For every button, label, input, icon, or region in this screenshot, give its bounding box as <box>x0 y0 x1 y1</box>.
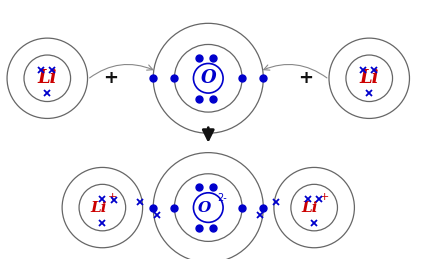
Text: Li: Li <box>90 200 106 214</box>
Text: O: O <box>201 69 216 87</box>
Text: +: + <box>103 69 118 87</box>
Text: 2-: 2- <box>217 193 227 203</box>
Text: Li: Li <box>302 200 318 214</box>
Text: +: + <box>108 192 118 202</box>
Text: Li: Li <box>360 69 379 87</box>
Text: +: + <box>298 69 313 87</box>
Text: Li: Li <box>37 69 57 87</box>
Text: O: O <box>197 200 211 214</box>
Text: +: + <box>320 192 329 202</box>
